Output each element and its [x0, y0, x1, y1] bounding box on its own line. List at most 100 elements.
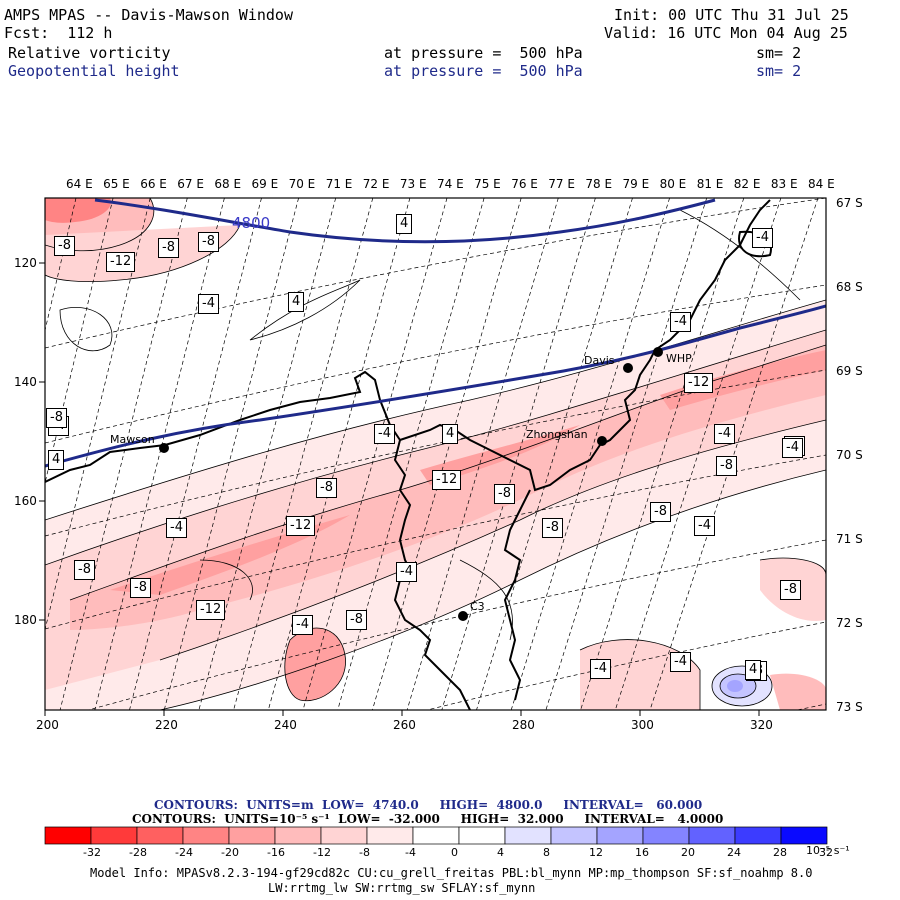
meridian-line: [614, 198, 782, 710]
meridian-line: [649, 198, 819, 710]
model-info-line1: Model Info: MPASv8.2.3-194-gf29cd82c CU:…: [90, 866, 813, 880]
right-lat-label: 72 S: [836, 616, 863, 630]
top-lon-label: 68 E: [214, 177, 242, 191]
colorbar-tick-label: -20: [221, 846, 239, 859]
right-lat-label: 73 S: [836, 700, 863, 714]
vorticity-contour-label: -12: [286, 516, 316, 536]
top-lon-label: 81 E: [696, 177, 724, 191]
vorticity-contour-label: -4: [396, 562, 417, 582]
left-y-label: 140: [14, 375, 37, 389]
colorbar-swatch: [412, 826, 460, 845]
field2-name: Geopotential height: [8, 62, 180, 80]
parallel-line: [425, 621, 826, 710]
vorticity-contour-info: CONTOURS: UNITS=10⁻⁵ s⁻¹ LOW= -32.000 HI…: [132, 812, 724, 826]
top-lon-label: 64 E: [66, 177, 93, 191]
top-lon-label: 77 E: [548, 177, 575, 191]
parallel-line: [45, 284, 826, 444]
meridian-line: [233, 198, 374, 710]
colorbar-swatch: [136, 826, 184, 845]
init-time: Init: 00 UTC Thu 31 Jul 25: [614, 6, 849, 24]
station-label-davis: Davis: [584, 354, 615, 367]
vorticity-contour-label: 4: [48, 450, 65, 470]
colorbar-tick-label: -12: [313, 846, 331, 859]
top-lon-label: 66 E: [140, 177, 167, 191]
meridian-line: [45, 198, 77, 332]
height-contours: [45, 198, 826, 468]
colorbar-unit: 10⁻⁵ s⁻¹: [806, 844, 850, 857]
colorbar: [44, 826, 828, 845]
vorticity-contour-label: -12: [106, 252, 136, 272]
meridian-line: [267, 198, 411, 710]
vorticity-contour-label: -4: [714, 424, 735, 444]
parallel-line: [45, 454, 826, 630]
forecast-hour: Fcst: 112 h: [4, 24, 113, 42]
colorbar-tick-label: 4: [497, 846, 504, 859]
colorbar-tick-label: 16: [635, 846, 649, 859]
colorbar-tick-label: 12: [589, 846, 603, 859]
bottom-x-label: 260: [393, 718, 416, 732]
station-label-whp: WHP: [666, 352, 692, 365]
valid-time: Valid: 16 UTC Mon 04 Aug 25: [604, 24, 848, 42]
vorticity-contour-label: -4: [292, 615, 313, 635]
bottom-x-label: 280: [512, 718, 535, 732]
top-lon-label: 67 E: [177, 177, 204, 191]
parallel-line: [45, 369, 826, 537]
vorticity-contour-label: -12: [196, 600, 226, 620]
vorticity-contour-label: -8: [130, 578, 151, 598]
top-lon-label: 72 E: [362, 177, 390, 191]
map-frame: [44, 197, 827, 711]
colorbar-tick-label: -8: [359, 846, 370, 859]
title: AMPS MPAS -- Davis-Mawson Window: [4, 6, 293, 24]
colorbar-swatch: [504, 826, 552, 845]
vorticity-contour-label: 4: [442, 424, 459, 444]
colorbar-tick-label: 32: [819, 846, 833, 859]
graticule: [45, 198, 826, 710]
meridian-line: [545, 198, 708, 710]
left-y-label: 180: [14, 613, 37, 627]
bottom-x-label: 240: [274, 718, 297, 732]
vorticity-contour-label: -8: [650, 502, 671, 522]
vorticity-contour-label: 4: [396, 214, 413, 234]
right-lat-label: 69 S: [836, 364, 863, 378]
axis-ticks: [39, 262, 760, 716]
meridian-line: [441, 198, 596, 710]
colorbar-tick-label: -4: [405, 846, 416, 859]
meridian-line: [510, 198, 670, 710]
station-mawson-marker: [159, 443, 169, 453]
vorticity-contour-label: -4: [670, 652, 691, 672]
bottom-x-label: 200: [36, 718, 59, 732]
meridian-line: [406, 198, 559, 710]
colorbar-tick-label: -32: [83, 846, 101, 859]
colorbar-swatch: [688, 826, 736, 845]
colorbar-swatch: [228, 826, 276, 845]
station-zhongshan-marker: [597, 436, 607, 446]
colorbar-swatch: [320, 826, 368, 845]
vorticity-contour-label: -12: [432, 470, 462, 490]
right-lat-label: 71 S: [836, 532, 863, 546]
right-lat-label: 67 S: [836, 196, 863, 210]
vorticity-contour-label: -8: [54, 236, 75, 256]
field1-name: Relative vorticity: [8, 44, 171, 62]
station-label-zhongshan: Zhongshan: [526, 428, 588, 441]
vorticity-contour-label: -8: [542, 518, 563, 538]
bottom-x-label: 220: [155, 718, 178, 732]
vorticity-contour-label: -4: [374, 424, 395, 444]
top-lon-label: 71 E: [325, 177, 353, 191]
colorbar-swatch: [780, 826, 828, 845]
vorticity-contour-label: -4: [670, 312, 691, 332]
colorbar-swatch: [550, 826, 598, 845]
station-label-c3: C3: [470, 600, 485, 613]
colorbar-swatch: [642, 826, 690, 845]
vorticity-contour-label: -4: [752, 228, 773, 248]
vorticity-contour-label: 4: [745, 660, 762, 680]
top-lon-label: 80 E: [659, 177, 687, 191]
colorbar-tick-label: 28: [773, 846, 787, 859]
station-markers: [159, 347, 663, 621]
vorticity-shading: [45, 198, 826, 710]
top-lon-label: 76 E: [511, 177, 538, 191]
right-lat-label: 68 S: [836, 280, 863, 294]
vorticity-contour-label: -4: [166, 518, 187, 538]
parallel-line: [45, 198, 826, 349]
colorbar-swatch: [458, 826, 506, 845]
colorbar-swatch: [274, 826, 322, 845]
